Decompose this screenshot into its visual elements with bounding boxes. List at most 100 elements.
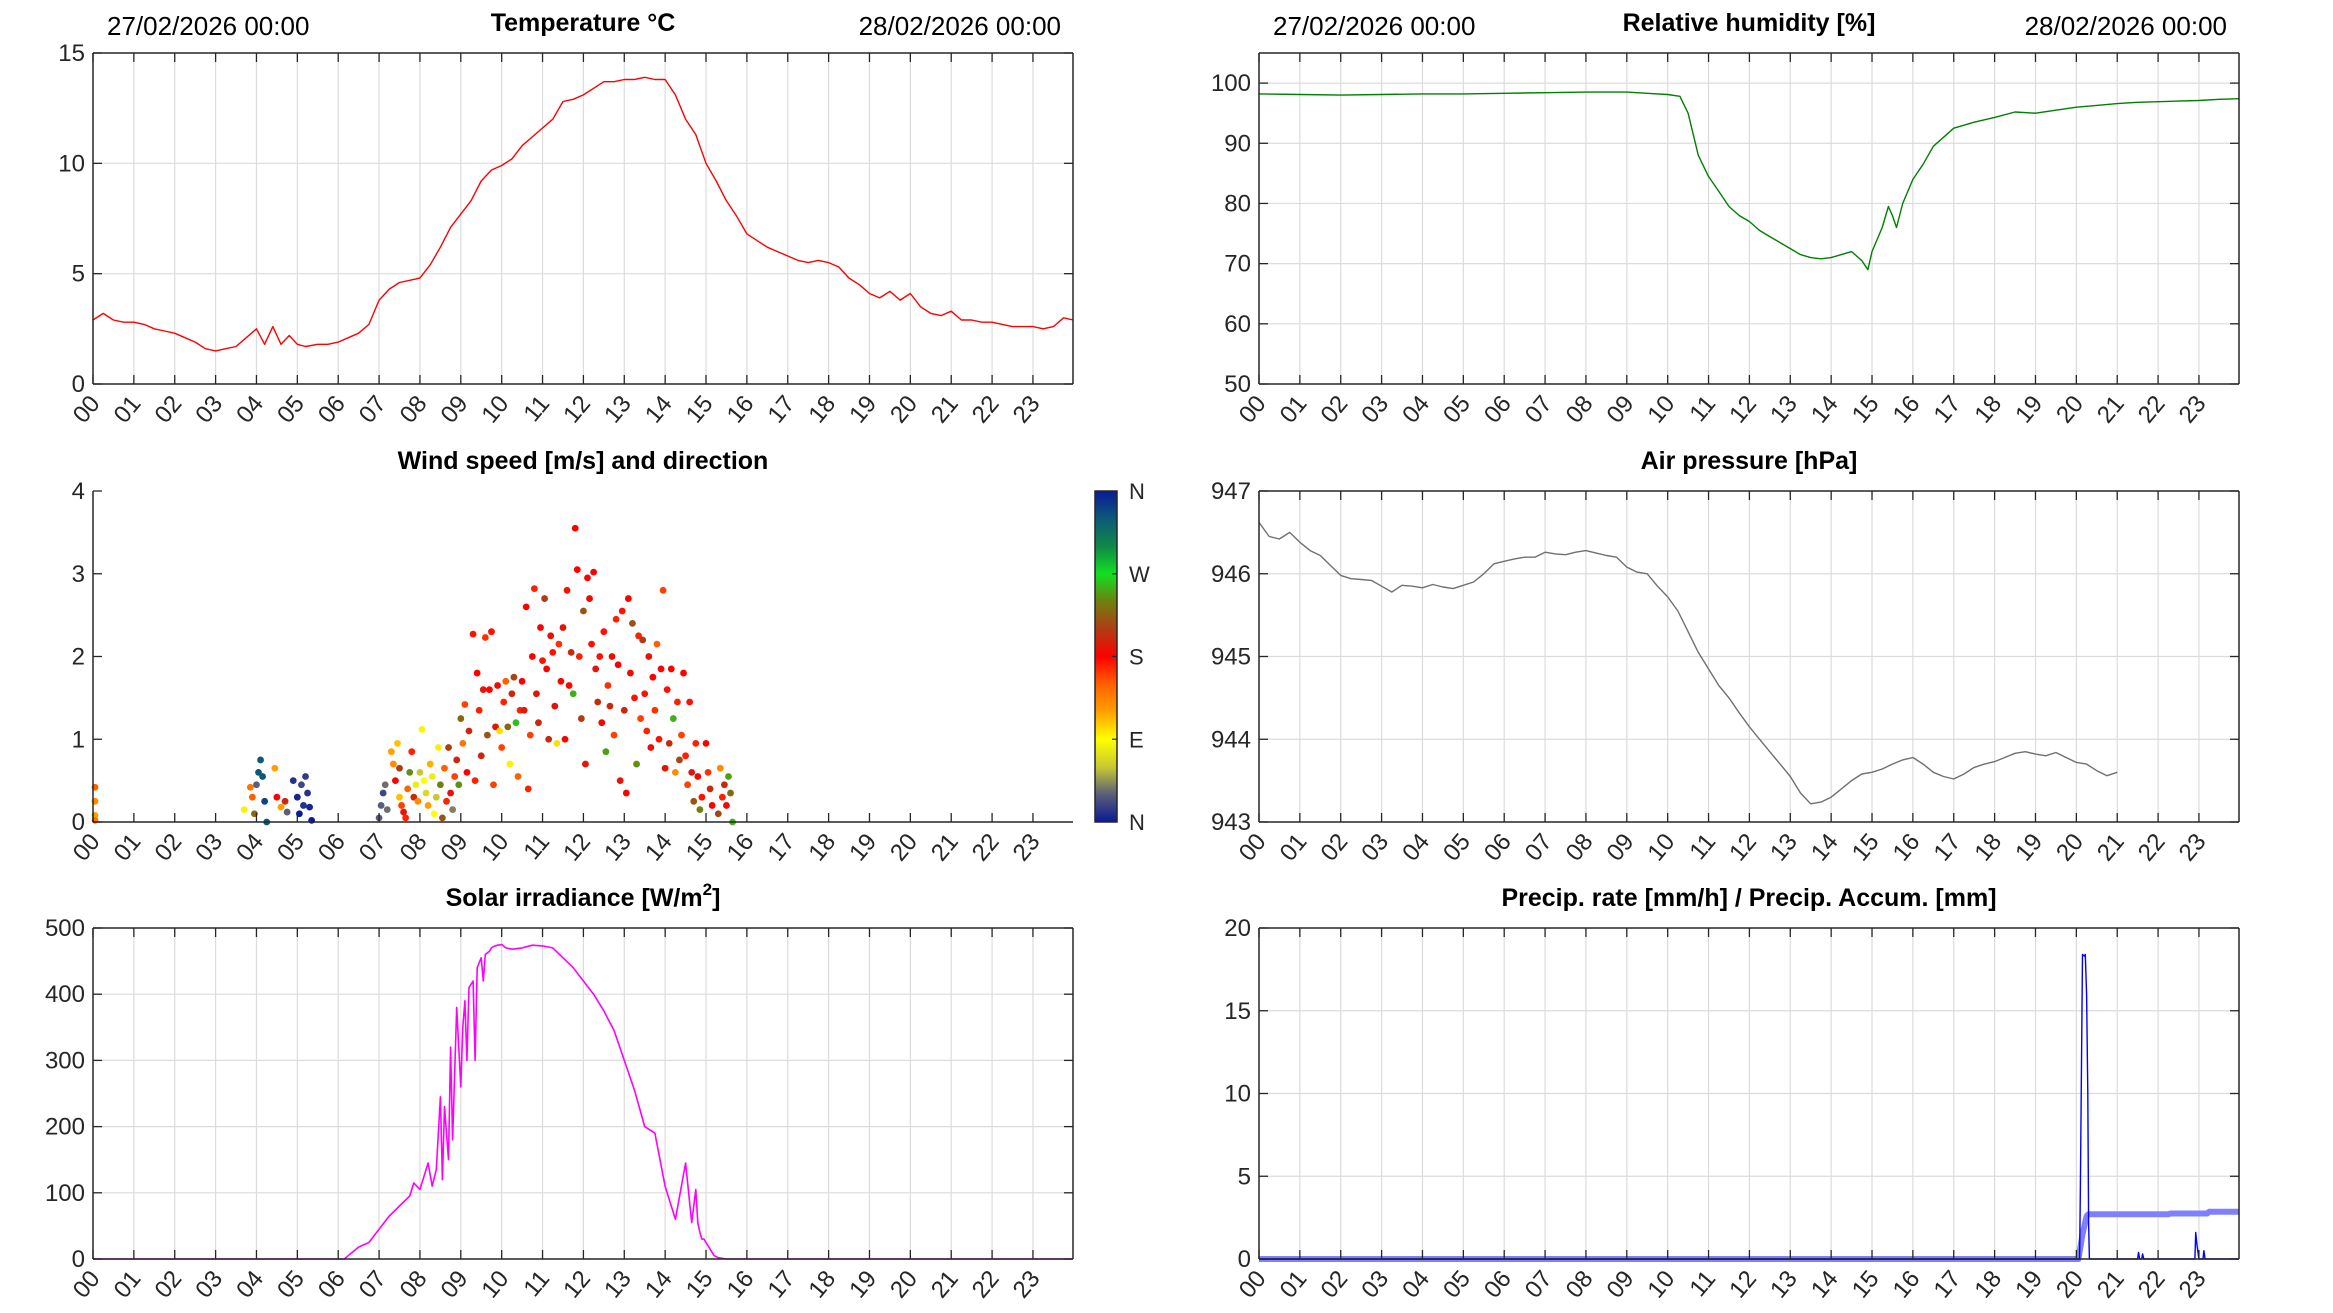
wind-sample-point [547, 632, 555, 640]
wind-sample-point [512, 719, 520, 727]
y-tick-label: 100 [45, 1180, 85, 1207]
wind-sample-point [649, 673, 657, 681]
wind-sample-point [293, 793, 301, 801]
wind-sample-point [586, 595, 593, 602]
y-tick-label: 0 [72, 809, 85, 836]
wind-sample-point [281, 797, 289, 805]
wind-sample-point [620, 706, 628, 714]
wind-sample-point [289, 777, 297, 785]
wind-sample-point [561, 735, 569, 743]
wind-sample-point [477, 752, 485, 760]
wind-sample-point [402, 814, 410, 822]
plot-area [1258, 521, 2118, 805]
wind-sample-point [422, 789, 430, 797]
title-end: ] [712, 884, 720, 912]
wind-sample-point [655, 735, 663, 743]
wind-sample-point [716, 764, 724, 772]
wind-sample-point [518, 677, 526, 685]
wind-sample-point [404, 785, 412, 793]
wind-sample-point [471, 777, 479, 785]
wind-sample-point [436, 781, 444, 789]
y-tick-label: 947 [1211, 478, 1251, 505]
wind-sample-point [379, 789, 387, 797]
wind-sample-point [577, 715, 585, 722]
panel-title: Solar irradiance [W/m2] [446, 880, 721, 912]
end-date-label: 28/02/2026 00:00 [2025, 11, 2227, 41]
wind-sample-point [490, 781, 497, 789]
wind-sample-point [524, 785, 532, 793]
y-tick-label: 10 [1224, 1081, 1251, 1108]
wind-sample-point [645, 653, 653, 660]
wind-sample-point [543, 665, 551, 673]
wind-sample-point [387, 748, 395, 756]
y-tick-label: 100 [1211, 70, 1251, 97]
wind-sample-point [522, 603, 530, 611]
wind-sample-point [696, 806, 704, 813]
wind-sample-point [520, 706, 528, 714]
wind-sample-point [259, 773, 266, 780]
wind-sample-point [459, 739, 467, 747]
wind-sample-point [400, 808, 407, 816]
wind-sample-point [676, 756, 683, 764]
wind-sample-point [661, 764, 669, 772]
wind-sample-point [551, 702, 559, 710]
wind-sample-point [678, 731, 685, 739]
wind-sample-point [721, 781, 728, 789]
wind-sample-point [686, 698, 694, 706]
wind-sample-point [657, 665, 665, 673]
wind-sample-point [463, 768, 471, 776]
wind-sample-point [465, 727, 473, 735]
wind-sample-point [647, 744, 655, 751]
wind-sample-point [481, 634, 489, 641]
y-tick-label: 3 [72, 561, 85, 588]
y-tick-label: 946 [1211, 561, 1251, 588]
wind-sample-point [545, 735, 553, 743]
wind-sample-point [486, 686, 493, 693]
wind-sample-point [575, 653, 583, 660]
wind-direction-colorbar: N E S W N [1094, 479, 1150, 835]
wind-sample-point [563, 586, 571, 594]
wind-sample-point [535, 719, 542, 727]
wind-sample-point [526, 731, 534, 739]
wind-sample-point [483, 731, 491, 739]
panel-title: Wind speed [m/s] and direction [398, 447, 769, 475]
wind-sample-point [451, 773, 459, 780]
wind-sample-point [248, 793, 256, 801]
wind-sample-point [555, 640, 563, 648]
wind-sample-point [432, 793, 440, 801]
y-tick-label: 4 [72, 478, 85, 505]
wind-sample-point [702, 739, 710, 747]
wind-sample-point [680, 669, 687, 677]
wind-sample-point [257, 756, 264, 764]
wind-sample-point [694, 773, 702, 780]
wind-sample-point [659, 586, 667, 594]
y-tick-label: 80 [1224, 190, 1251, 217]
wind-sample-point [473, 669, 481, 677]
y-tick-label: 10 [58, 150, 85, 177]
wind-sample-point [612, 615, 620, 623]
plot-area [92, 76, 1074, 352]
y-tick-label: 15 [58, 40, 85, 67]
panel-title: Air pressure [hPa] [1641, 447, 1858, 475]
wind-sample-point [439, 814, 446, 822]
wind-sample-point [428, 773, 436, 780]
wind-sample-point [414, 797, 422, 805]
wind-sample-point [708, 802, 716, 809]
y-tick-label: 15 [1224, 998, 1251, 1025]
wind-sample-point [698, 793, 706, 801]
y-tick-label: 50 [1224, 371, 1251, 398]
wind-sample-point [410, 793, 418, 801]
wind-sample-point [283, 808, 291, 816]
wind-sample-point [377, 802, 385, 809]
wind-sample-point [255, 768, 262, 776]
wind-sample-point [445, 744, 452, 751]
wind-sample-point [502, 677, 510, 685]
wind-sample-point [306, 803, 313, 811]
wind-sample-point [692, 739, 700, 747]
wind-sample-point [629, 620, 636, 627]
wind-sample-point [667, 665, 675, 673]
title-base: Solar irradiance [W/m [446, 884, 703, 912]
wind-sample-point [273, 793, 281, 801]
colorbar-label: E [1129, 727, 1144, 752]
